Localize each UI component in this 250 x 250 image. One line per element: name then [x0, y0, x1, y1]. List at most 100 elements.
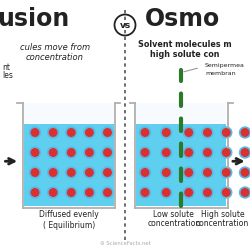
Circle shape: [241, 149, 249, 156]
Circle shape: [50, 129, 57, 136]
Circle shape: [66, 187, 77, 198]
Text: les: les: [2, 70, 14, 80]
Circle shape: [183, 127, 194, 138]
Circle shape: [161, 187, 172, 198]
Circle shape: [161, 147, 172, 158]
Circle shape: [202, 127, 213, 138]
Circle shape: [104, 189, 111, 196]
Circle shape: [161, 167, 172, 178]
Circle shape: [204, 129, 211, 136]
Circle shape: [66, 167, 77, 178]
Circle shape: [183, 187, 194, 198]
Text: concentration: concentration: [147, 219, 201, 228]
Circle shape: [185, 149, 192, 156]
Text: Low solute: Low solute: [153, 210, 194, 219]
Circle shape: [202, 167, 213, 178]
Circle shape: [102, 127, 113, 138]
Circle shape: [202, 187, 213, 198]
Text: concentration: concentration: [196, 219, 249, 228]
Circle shape: [50, 149, 57, 156]
Circle shape: [183, 147, 194, 158]
Text: nt: nt: [2, 63, 10, 72]
Text: usion: usion: [0, 8, 70, 32]
Circle shape: [222, 149, 230, 156]
Circle shape: [84, 167, 95, 178]
Circle shape: [185, 129, 192, 136]
Circle shape: [204, 169, 211, 176]
Circle shape: [240, 187, 250, 198]
Circle shape: [86, 189, 93, 196]
Circle shape: [104, 149, 111, 156]
Circle shape: [30, 147, 40, 158]
Circle shape: [141, 149, 149, 156]
Circle shape: [68, 169, 75, 176]
Circle shape: [141, 169, 149, 176]
Circle shape: [183, 167, 194, 178]
Circle shape: [31, 169, 39, 176]
Circle shape: [84, 127, 95, 138]
Bar: [24, 102, 114, 122]
Circle shape: [221, 167, 232, 178]
Circle shape: [240, 147, 250, 158]
Text: ⚙ ScienceFacts.net: ⚙ ScienceFacts.net: [100, 241, 150, 246]
Circle shape: [68, 129, 75, 136]
Circle shape: [30, 127, 40, 138]
Circle shape: [66, 127, 77, 138]
Circle shape: [48, 167, 59, 178]
Text: Osmo: Osmo: [145, 8, 220, 32]
Circle shape: [31, 189, 39, 196]
Text: cules move from: cules move from: [20, 42, 90, 51]
Circle shape: [221, 187, 232, 198]
Text: membran: membran: [205, 71, 236, 76]
Text: Semipermea: Semipermea: [205, 62, 245, 68]
Circle shape: [222, 129, 230, 136]
Circle shape: [221, 147, 232, 158]
Circle shape: [222, 169, 230, 176]
Circle shape: [68, 189, 75, 196]
Circle shape: [140, 127, 150, 138]
Circle shape: [162, 129, 170, 136]
Circle shape: [241, 189, 249, 196]
Circle shape: [31, 129, 39, 136]
Circle shape: [48, 127, 59, 138]
Circle shape: [140, 187, 150, 198]
Circle shape: [104, 169, 111, 176]
Text: Diffused evenly: Diffused evenly: [39, 210, 98, 219]
Circle shape: [66, 147, 77, 158]
Circle shape: [204, 149, 211, 156]
Circle shape: [84, 187, 95, 198]
Circle shape: [241, 169, 249, 176]
Circle shape: [48, 147, 59, 158]
Circle shape: [140, 147, 150, 158]
Circle shape: [140, 167, 150, 178]
Circle shape: [162, 149, 170, 156]
Bar: [136, 102, 226, 122]
Circle shape: [102, 167, 113, 178]
Circle shape: [204, 189, 211, 196]
Circle shape: [162, 189, 170, 196]
Circle shape: [102, 147, 113, 158]
Circle shape: [221, 127, 232, 138]
Circle shape: [50, 169, 57, 176]
Text: Solvent molecules m: Solvent molecules m: [138, 40, 232, 49]
Circle shape: [161, 127, 172, 138]
Circle shape: [31, 149, 39, 156]
Circle shape: [86, 149, 93, 156]
Circle shape: [241, 129, 249, 136]
Bar: [24, 124, 114, 206]
Text: high solute con: high solute con: [150, 50, 220, 59]
Circle shape: [202, 147, 213, 158]
Circle shape: [86, 169, 93, 176]
Circle shape: [30, 167, 40, 178]
Circle shape: [48, 187, 59, 198]
Circle shape: [240, 127, 250, 138]
Circle shape: [86, 129, 93, 136]
Circle shape: [68, 149, 75, 156]
Circle shape: [141, 129, 149, 136]
Circle shape: [102, 187, 113, 198]
Circle shape: [84, 147, 95, 158]
Text: ( Equilibrium): ( Equilibrium): [42, 221, 95, 230]
Circle shape: [104, 129, 111, 136]
Circle shape: [222, 189, 230, 196]
Text: High solute: High solute: [201, 210, 244, 219]
